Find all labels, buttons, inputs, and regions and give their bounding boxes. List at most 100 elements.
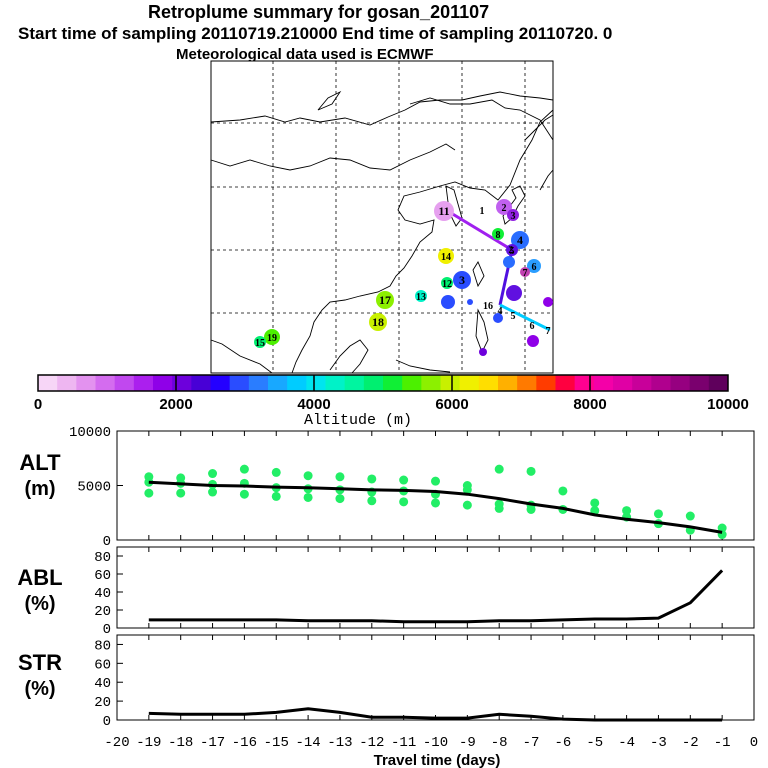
x-tick-label: -5: [586, 735, 603, 751]
trajectory-label: 19: [267, 333, 277, 344]
altitude-point: [399, 497, 409, 507]
x-tick-label: -2: [682, 735, 699, 751]
altitude-point: [590, 506, 600, 516]
altitude-point: [367, 474, 377, 484]
colorbar-swatch: [172, 375, 192, 391]
trajectory-label: 18: [372, 315, 384, 329]
panel-y-label: (%): [24, 593, 55, 615]
trajectory-dot: [527, 259, 541, 273]
trajectory-dot: [264, 329, 280, 345]
altitude-point: [590, 498, 600, 508]
altitude-point: [335, 494, 345, 504]
altitude-point: [431, 476, 440, 486]
altitude-point: [399, 475, 409, 485]
colorbar-swatch: [306, 375, 326, 391]
x-tick-label: -12: [359, 735, 384, 751]
altitude-mean-line: [148, 480, 723, 534]
trajectory-dot: [493, 313, 503, 323]
x-tick-label: -14: [295, 735, 320, 751]
colorbar-swatch: [651, 375, 671, 391]
trajectory-label: 12: [442, 279, 452, 290]
time-series-panels: ALT (m) 10000 5000 0 ABL (%) 80 60 40 20 0 STR (%) 80 6…: [17, 425, 758, 751]
trajectory-dot: [543, 297, 553, 307]
colorbar-frame: [37, 374, 729, 392]
x-tick-label: -6: [554, 735, 571, 751]
altitude-point: [303, 492, 313, 502]
colorbar-swatch: [229, 375, 250, 391]
colorbar-tick-label: 4000: [297, 396, 330, 413]
trajectory-dot: [520, 267, 530, 277]
colorbar-label: Altitude (m): [304, 412, 412, 429]
colorbar-swatch: [555, 375, 576, 391]
x-tick-label: -10: [423, 735, 448, 751]
altitude-point: [431, 498, 440, 508]
colorbar-swatch: [402, 375, 422, 391]
y-tick-label: 5000: [77, 480, 111, 496]
colorbar-swatch: [517, 375, 537, 391]
panel-y-label: (%): [24, 678, 55, 700]
altitude-point: [462, 485, 472, 495]
colorbar-swatch: [95, 375, 116, 391]
colorbar-swatch: [191, 375, 211, 391]
panel-str: STR (%) 80 60 40 20 0: [18, 634, 755, 730]
trajectory-label: 5: [511, 311, 516, 322]
trajectory-label: 2: [509, 245, 514, 256]
colorbar-swatch: [536, 375, 556, 391]
x-tick-label: -16: [232, 735, 257, 751]
colorbar-swatch: [421, 375, 441, 391]
colorbar-swatch: [670, 375, 691, 391]
colorbar-swatch: [133, 375, 154, 391]
panel-y-label: ABL: [17, 565, 62, 590]
altitude-point: [685, 511, 695, 521]
y-tick-label: 20: [94, 695, 111, 711]
colorbar-swatch: [574, 375, 595, 391]
trajectory-label: 2: [502, 203, 507, 214]
colorbar-swatch: [632, 375, 652, 391]
trajectory-label: 4: [517, 233, 523, 247]
colorbar-tick-label: 0: [34, 396, 42, 413]
y-tick-label: 0: [103, 622, 111, 638]
trajectory-label: 3: [459, 273, 465, 287]
x-tick-label: 0: [750, 735, 758, 751]
altitude-point: [558, 486, 568, 496]
trajectory-label: 16: [483, 301, 493, 312]
trajectory-dot: [369, 313, 387, 331]
y-tick-label: 0: [103, 714, 111, 730]
colorbar-swatch: [498, 375, 518, 391]
x-tick-label: -11: [391, 735, 416, 751]
map-graticule: [211, 61, 553, 373]
x-tick-label: -8: [491, 735, 508, 751]
trajectory-dot: [511, 231, 529, 249]
y-tick-label: 80: [94, 638, 111, 654]
altitude-point: [335, 472, 345, 482]
colorbar-swatch: [363, 375, 384, 391]
altitude-point: [367, 496, 377, 506]
altitude-point: [494, 464, 504, 474]
colorbar-swatch: [440, 375, 461, 391]
altitude-point: [239, 489, 249, 499]
altitude-colorbar: [37, 374, 729, 392]
trajectory-dot: [506, 285, 522, 301]
altitude-point: [271, 491, 281, 501]
trajectory-dot: [506, 244, 518, 256]
trajectory-label: 17: [379, 293, 391, 307]
trajectory-dot: [254, 336, 266, 348]
colorbar-swatch: [708, 375, 729, 391]
colorbar-swatch: [248, 375, 269, 391]
altitude-point: [526, 504, 536, 514]
trajectory-label: 6: [532, 262, 537, 273]
trajectory-label: 15: [255, 338, 265, 349]
colorbar-swatch: [459, 375, 480, 391]
panel-frame: [116, 634, 755, 721]
altitude-point: [526, 466, 536, 476]
colorbar-swatch: [114, 375, 135, 391]
sampling-times: Start time of sampling 20110719.210000 E…: [18, 24, 613, 43]
colorbar-tick-label: 8000: [573, 396, 606, 413]
trajectory-label: 6: [530, 321, 535, 332]
x-tick-label: -17: [200, 735, 225, 751]
colorbar-tick-labels: 0 2000 4000 6000 8000 10000: [34, 396, 749, 413]
trajectory-label: 7: [546, 326, 551, 337]
trajectory-label: 11: [438, 204, 449, 218]
colorbar-swatch: [38, 375, 58, 391]
